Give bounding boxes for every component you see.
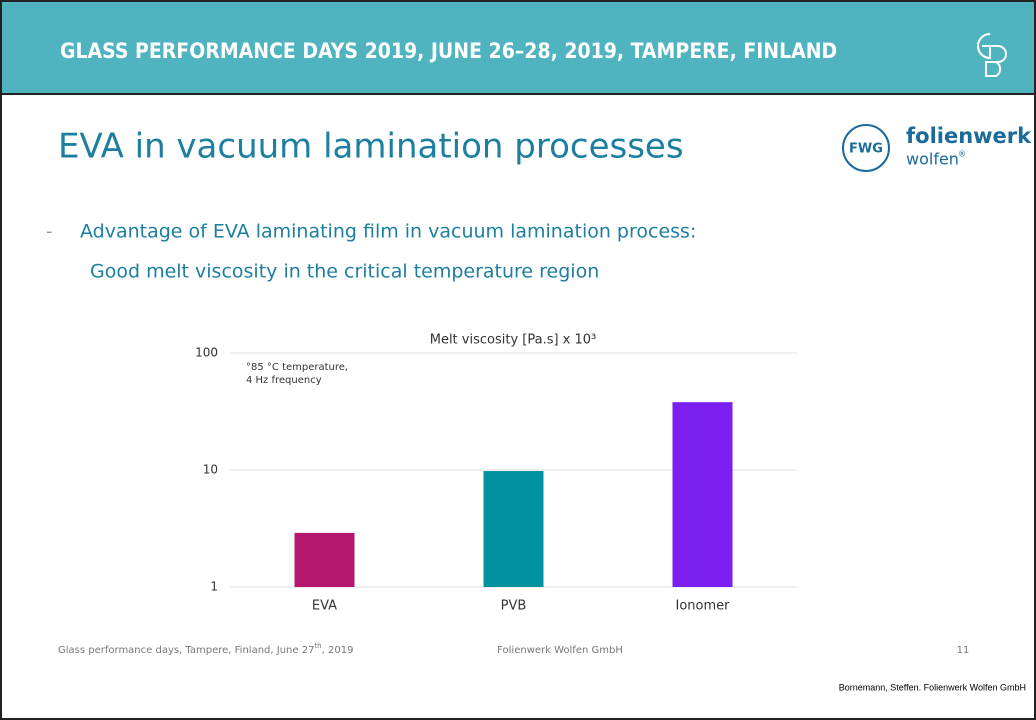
logo-badge: FWG xyxy=(849,142,883,157)
chart-title: Melt viscosity [Pa.s] x 10³ xyxy=(430,333,597,348)
page-number: 11 xyxy=(957,645,970,656)
footer-sup: th xyxy=(314,642,321,650)
x-tick-label: PVB xyxy=(501,599,527,614)
logo-ring xyxy=(842,124,890,172)
gb-logo xyxy=(977,33,1007,77)
y-tick-label: 100 xyxy=(195,346,218,360)
header-title: GLASS PERFORMANCE DAYS 2019, JUNE 26–28,… xyxy=(60,39,837,63)
footer-text: Glass performance days, Tampere, Finland… xyxy=(58,645,314,656)
annotation: °85 °C temperature, xyxy=(246,362,348,373)
bar xyxy=(294,532,355,587)
header-band xyxy=(2,2,1034,94)
slide-title: EVA in vacuum lamination processes xyxy=(58,127,684,167)
footer-text: , 2019 xyxy=(322,645,354,656)
bullet-line: Good melt viscosity in the critical temp… xyxy=(90,261,599,283)
footer-left: Glass performance days, Tampere, Finland… xyxy=(58,642,353,656)
bar xyxy=(672,402,733,587)
bullet-line: Advantage of EVA laminating film in vacu… xyxy=(80,221,696,243)
x-tick-label: Ionomer xyxy=(676,599,731,614)
bar xyxy=(483,471,544,587)
citation: Bornemann, Steffen. Folienwerk Wolfen Gm… xyxy=(839,682,1026,692)
logo-mark: ® xyxy=(958,150,966,159)
y-tick-label: 10 xyxy=(203,463,218,477)
x-tick-label: EVA xyxy=(312,599,337,614)
logo-name: folienwerk xyxy=(906,124,1032,148)
bullet-dash: - xyxy=(46,221,53,242)
fwg-logo: FWG folienwerk wolfen ® xyxy=(842,124,1032,172)
logo-sub: wolfen xyxy=(906,150,959,169)
y-tick-label: 1 xyxy=(210,580,218,594)
annotation: 4 Hz frequency xyxy=(246,375,322,386)
footer-center: Folienwerk Wolfen GmbH xyxy=(497,645,623,656)
